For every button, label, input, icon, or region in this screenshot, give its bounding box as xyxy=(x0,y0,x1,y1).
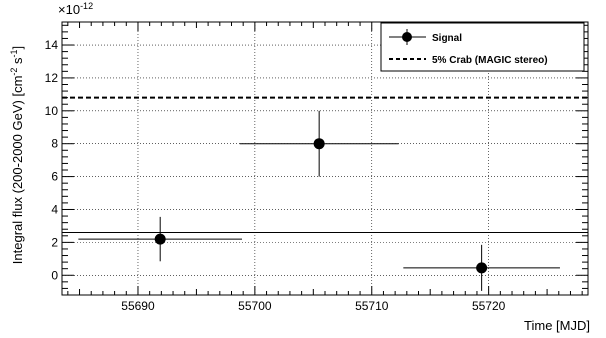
legend-box xyxy=(380,22,585,72)
x-tick-label: 55710 xyxy=(355,299,389,313)
x-tick-label: 55700 xyxy=(238,299,272,313)
x-tick-label: 55720 xyxy=(472,299,506,313)
legend-signal-label: Signal xyxy=(432,33,462,44)
y-tick-label: 4 xyxy=(51,202,58,216)
y-tick-label: 0 xyxy=(51,268,58,282)
y-tick-label: 6 xyxy=(51,170,58,184)
y-tick-label: 2 xyxy=(51,235,58,249)
y-tick-label: 12 xyxy=(45,71,59,85)
data-points xyxy=(78,110,560,291)
x-tick-label: 55690 xyxy=(121,299,155,313)
y-tick-label: 10 xyxy=(45,104,59,118)
reference-lines xyxy=(62,96,588,234)
x-axis-label: Time [MJD] xyxy=(524,318,590,333)
data-point xyxy=(313,138,325,150)
y-tick-label: 8 xyxy=(51,137,58,151)
legend: Signal 5% Crab (MAGIC stereo) xyxy=(380,22,585,72)
data-point xyxy=(476,262,488,274)
legend-crab-label: 5% Crab (MAGIC stereo) xyxy=(432,55,548,66)
legend-signal-marker xyxy=(402,32,412,42)
axes: 55690 55700 55710 55720 0 2 4 6 8 10 12 14 xyxy=(45,22,588,313)
y-multiplier: ×10-12 xyxy=(58,1,93,17)
y-axis-label: Integral flux (200-2000 GeV) [cm-2 s-1] xyxy=(9,46,25,264)
data-point xyxy=(154,233,166,245)
y-tick-label: 14 xyxy=(45,38,59,52)
